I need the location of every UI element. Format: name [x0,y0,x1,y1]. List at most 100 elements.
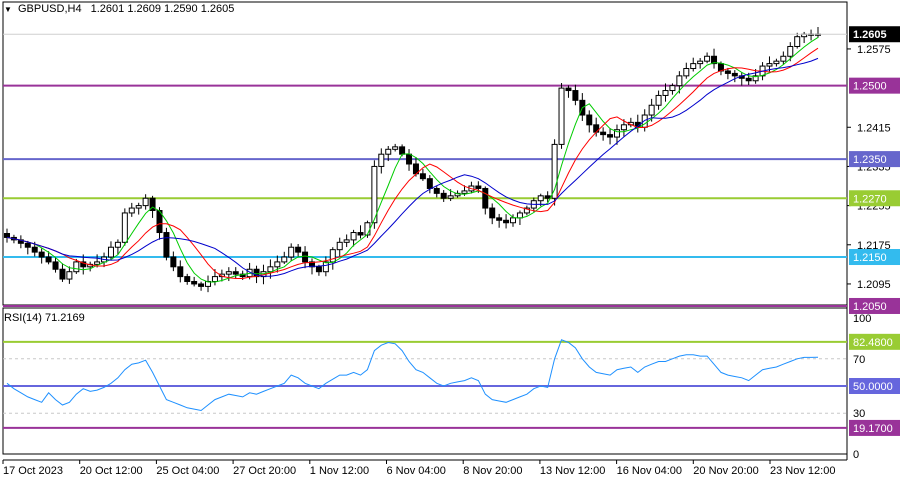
candle-body [4,233,10,238]
price-level-tag [849,249,900,266]
rsi-title: RSI(14) 71.2169 [4,312,85,324]
candle-body [308,261,315,268]
candle-body [177,266,184,278]
ohlc-values: 1.2601 1.2609 1.2590 1.2605 [90,3,235,15]
price-level-label: 1.2350 [853,154,887,166]
candle-body [503,219,510,224]
candle-body [399,146,406,155]
candle-body [315,266,322,273]
candle-body [447,195,454,199]
time-tick-label: 25 Oct 04:00 [156,465,219,477]
candle-body [45,256,52,263]
candle-body [149,197,156,212]
rsi-tick-label: 70 [853,354,865,366]
time-tick-label: 23 Nov 12:00 [770,465,835,477]
candle-body [281,256,288,263]
candle-body [170,256,177,268]
candle-body [59,268,66,280]
candle-body [752,75,759,82]
ma-fast-line [6,36,819,283]
price-level-label: 1.2270 [853,193,887,205]
price-level-tag [849,297,900,314]
candle-body [676,75,683,87]
rsi-tick-label: 30 [853,408,865,420]
candle-body [191,280,198,285]
rsi-level-label: 82.4800 [853,337,893,349]
candle-body [329,249,336,263]
candle-body [302,251,309,263]
candle-body [94,261,101,265]
candle-body [475,185,482,189]
candle-body [322,261,329,273]
candle-body [385,148,392,155]
price-level-label: 1.2500 [853,81,887,93]
candle-body [731,72,738,77]
candle-body [572,90,579,101]
ma-mid-line [6,47,819,279]
candle-body [565,87,572,92]
price-level-tag [849,190,900,207]
candle-body [648,104,655,116]
candle-body [350,232,357,241]
candle-body [211,276,218,282]
time-tick-label: 1 Nov 12:00 [310,465,369,477]
rsi-level-tag [849,333,900,350]
candle-body [66,271,73,280]
time-tick-label: 6 Nov 04:00 [387,465,446,477]
candle-body [683,68,690,77]
rsi-line [6,339,819,412]
time-tick-label: 27 Oct 20:00 [233,465,296,477]
candle-body [163,232,170,258]
rsi-tick-label: 0 [853,449,859,461]
candle-body [724,70,731,74]
candle-body [38,251,45,258]
candle-body [357,232,364,236]
time-tick-label: 13 Nov 12:00 [540,465,605,477]
rsi-level-label: 19.1700 [853,423,893,435]
price-panel-frame [2,1,848,306]
candle-body [121,212,128,243]
candle-body [31,246,38,253]
candle-body [607,134,614,138]
rsi-level-tag [849,378,900,394]
candle-body [745,77,752,82]
current-price-tag [849,26,900,43]
candle-body [371,165,378,224]
candle-body [496,217,503,221]
rsi-tick-label: 100 [853,313,871,325]
candle-body [544,195,551,199]
candle-body [135,205,142,209]
candle-body [558,87,565,145]
candle-body [392,146,399,150]
candle-body [406,153,413,165]
candle-body [773,60,780,65]
candle-body [711,55,718,65]
triangle-down-icon[interactable]: ▼ [4,5,12,14]
candle-body [426,178,433,189]
candle-body [669,85,676,92]
symbol-label: GBPUSD,H4 [17,3,82,15]
time-tick-label: 20 Oct 12:00 [80,465,143,477]
candle-body [489,207,496,219]
candle-body [232,271,239,275]
price-level-label: 1.2050 [853,301,887,313]
candle-body [73,261,80,273]
candle-body [274,261,281,268]
candle-body [433,187,440,194]
time-tick-label: 20 Nov 20:00 [693,465,758,477]
candle-body [419,173,426,180]
candle-body [378,153,385,167]
candle-body [107,246,114,258]
ma-slow-line [6,57,819,277]
candle-body [440,192,447,199]
candle-body [295,246,302,253]
candle-body [586,114,593,126]
candle-body [184,276,191,282]
current-price-label: 1.2605 [853,29,887,41]
candle-body [551,143,558,199]
candle-body [336,241,343,251]
time-tick-label: 8 Nov 20:00 [463,465,522,477]
candle-body [787,45,794,57]
candles [4,26,821,293]
